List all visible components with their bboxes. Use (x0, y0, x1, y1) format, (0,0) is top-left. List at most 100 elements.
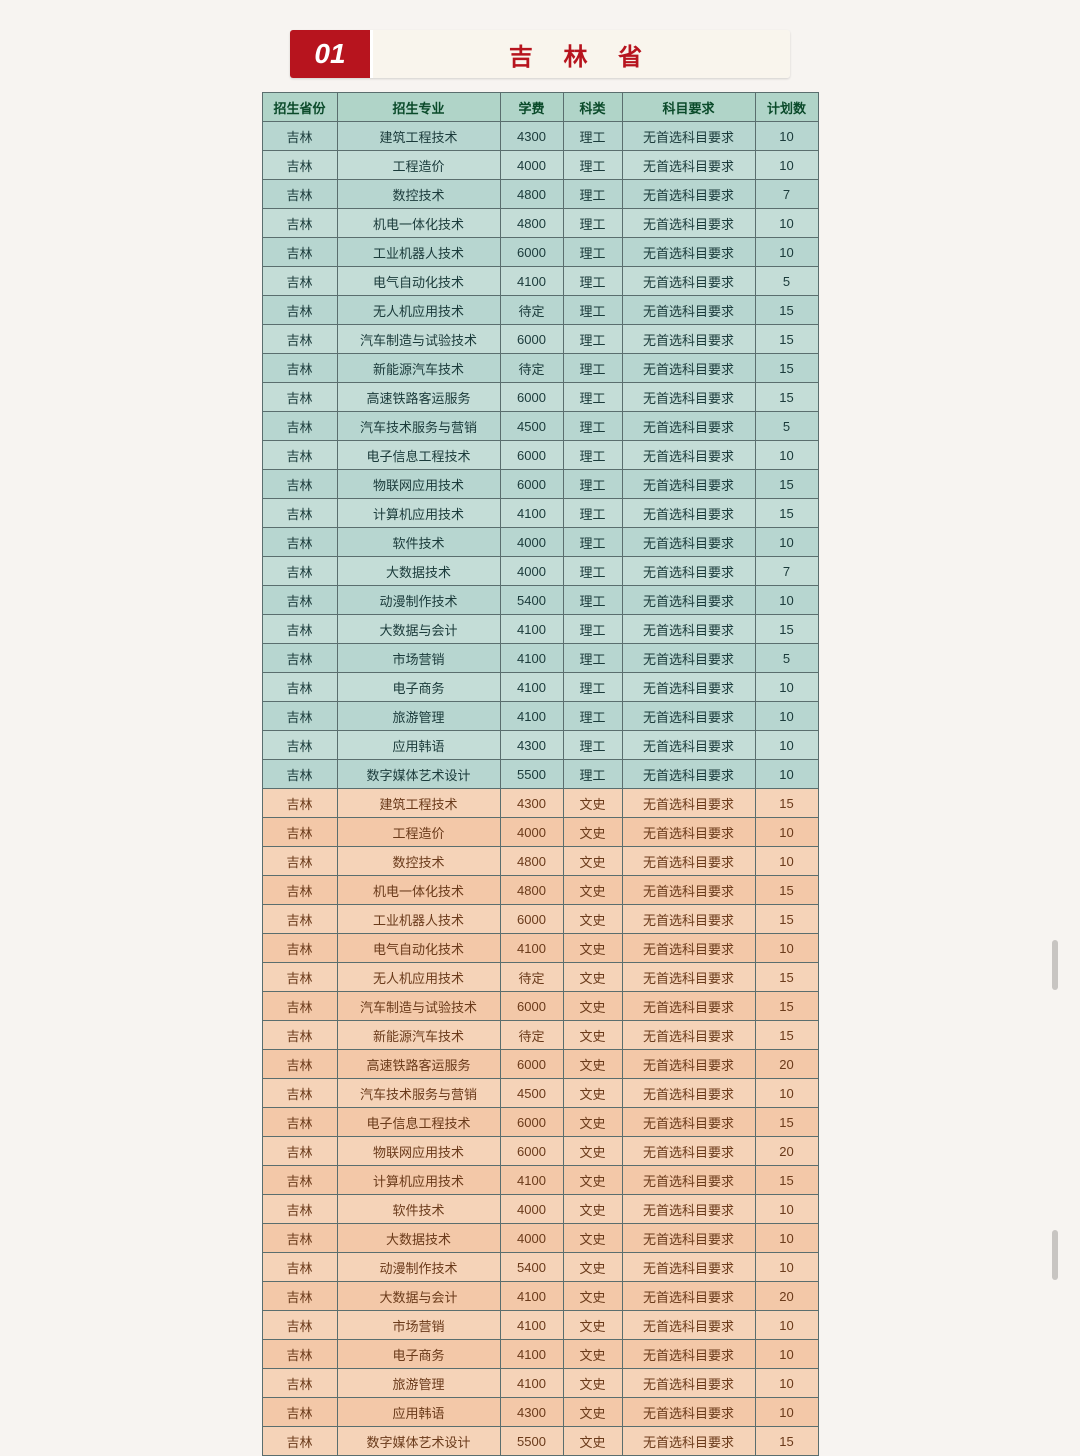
cell: 无首选科目要求 (622, 586, 755, 615)
cell: 理工 (563, 238, 622, 267)
cell: 数控技术 (337, 847, 500, 876)
cell: 吉林 (262, 934, 337, 963)
cell: 汽车技术服务与营销 (337, 1079, 500, 1108)
cell: 动漫制作技术 (337, 1253, 500, 1282)
cell: 4100 (500, 702, 563, 731)
table-row: 吉林市场营销4100理工无首选科目要求5 (262, 644, 818, 673)
cell: 无首选科目要求 (622, 296, 755, 325)
cell: 10 (755, 122, 818, 151)
table-row: 吉林电子信息工程技术6000文史无首选科目要求15 (262, 1108, 818, 1137)
table-row: 吉林高速铁路客运服务6000文史无首选科目要求20 (262, 1050, 818, 1079)
table-row: 吉林数控技术4800文史无首选科目要求10 (262, 847, 818, 876)
cell: 文史 (563, 818, 622, 847)
cell: 理工 (563, 296, 622, 325)
table-row: 吉林高速铁路客运服务6000理工无首选科目要求15 (262, 383, 818, 412)
cell: 无首选科目要求 (622, 441, 755, 470)
cell: 无首选科目要求 (622, 1311, 755, 1340)
cell: 待定 (500, 354, 563, 383)
cell: 无首选科目要求 (622, 789, 755, 818)
cell: 4800 (500, 180, 563, 209)
cell: 文史 (563, 847, 622, 876)
cell: 15 (755, 1427, 818, 1456)
cell: 无首选科目要求 (622, 180, 755, 209)
cell: 吉林 (262, 992, 337, 1021)
cell: 4100 (500, 1369, 563, 1398)
cell: 4800 (500, 209, 563, 238)
cell: 待定 (500, 963, 563, 992)
table-row: 吉林大数据技术4000理工无首选科目要求7 (262, 557, 818, 586)
scroll-indicator (1052, 940, 1058, 990)
cell: 文史 (563, 1021, 622, 1050)
cell: 吉林 (262, 818, 337, 847)
cell: 吉林 (262, 1427, 337, 1456)
cell: 10 (755, 1079, 818, 1108)
cell: 吉林 (262, 847, 337, 876)
cell: 4000 (500, 528, 563, 557)
table-row: 吉林应用韩语4300文史无首选科目要求10 (262, 1398, 818, 1427)
cell: 无首选科目要求 (622, 644, 755, 673)
cell: 无首选科目要求 (622, 1398, 755, 1427)
section-title: 吉 林 省 (373, 30, 790, 78)
cell: 4100 (500, 615, 563, 644)
cell: 旅游管理 (337, 1369, 500, 1398)
cell: 无首选科目要求 (622, 1195, 755, 1224)
cell: 无首选科目要求 (622, 876, 755, 905)
cell: 6000 (500, 992, 563, 1021)
cell: 4100 (500, 673, 563, 702)
cell: 吉林 (262, 644, 337, 673)
cell: 吉林 (262, 1021, 337, 1050)
cell: 高速铁路客运服务 (337, 1050, 500, 1079)
cell: 吉林 (262, 151, 337, 180)
cell: 理工 (563, 267, 622, 296)
table-row: 吉林新能源汽车技术待定文史无首选科目要求15 (262, 1021, 818, 1050)
cell: 吉林 (262, 122, 337, 151)
cell: 无首选科目要求 (622, 412, 755, 441)
cell: 吉林 (262, 1282, 337, 1311)
cell: 10 (755, 441, 818, 470)
cell: 无首选科目要求 (622, 1166, 755, 1195)
cell: 工业机器人技术 (337, 238, 500, 267)
cell: 10 (755, 847, 818, 876)
cell: 工业机器人技术 (337, 905, 500, 934)
cell: 15 (755, 1166, 818, 1195)
col-header: 科目要求 (622, 93, 755, 122)
col-header: 招生省份 (262, 93, 337, 122)
cell: 文史 (563, 934, 622, 963)
cell: 理工 (563, 325, 622, 354)
cell: 10 (755, 760, 818, 789)
cell: 工程造价 (337, 818, 500, 847)
cell: 无首选科目要求 (622, 934, 755, 963)
cell: 吉林 (262, 383, 337, 412)
table-row: 吉林大数据技术4000文史无首选科目要求10 (262, 1224, 818, 1253)
table-row: 吉林动漫制作技术5400理工无首选科目要求10 (262, 586, 818, 615)
table-row: 吉林动漫制作技术5400文史无首选科目要求10 (262, 1253, 818, 1282)
cell: 建筑工程技术 (337, 122, 500, 151)
cell: 5500 (500, 760, 563, 789)
table-row: 吉林计算机应用技术4100文史无首选科目要求15 (262, 1166, 818, 1195)
table-row: 吉林电子商务4100理工无首选科目要求10 (262, 673, 818, 702)
cell: 理工 (563, 499, 622, 528)
cell: 7 (755, 180, 818, 209)
cell: 吉林 (262, 1253, 337, 1282)
cell: 理工 (563, 586, 622, 615)
cell: 电子信息工程技术 (337, 441, 500, 470)
cell: 15 (755, 789, 818, 818)
cell: 吉林 (262, 1195, 337, 1224)
cell: 10 (755, 673, 818, 702)
cell: 15 (755, 1021, 818, 1050)
cell: 计算机应用技术 (337, 499, 500, 528)
cell: 吉林 (262, 1369, 337, 1398)
cell: 5400 (500, 586, 563, 615)
cell: 文史 (563, 1050, 622, 1079)
cell: 4300 (500, 122, 563, 151)
cell: 4000 (500, 1224, 563, 1253)
cell: 4800 (500, 847, 563, 876)
cell: 吉林 (262, 470, 337, 499)
cell: 大数据技术 (337, 1224, 500, 1253)
cell: 4100 (500, 267, 563, 296)
cell: 理工 (563, 615, 622, 644)
cell: 数字媒体艺术设计 (337, 1427, 500, 1456)
cell: 无首选科目要求 (622, 1253, 755, 1282)
cell: 文史 (563, 1398, 622, 1427)
cell: 文史 (563, 992, 622, 1021)
